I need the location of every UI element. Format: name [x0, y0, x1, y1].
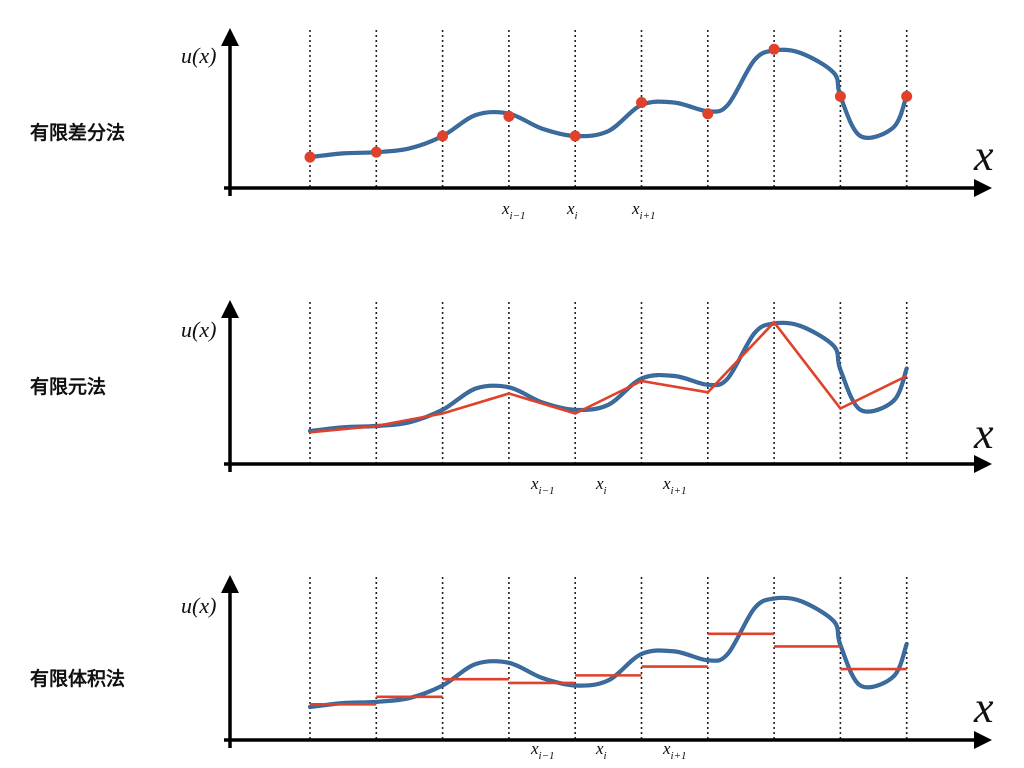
function-curve: [307, 595, 909, 709]
x-axis-label: x: [973, 409, 994, 458]
fd-sample-point: [702, 108, 714, 120]
fd-sample-point: [768, 43, 780, 55]
function-curve: [307, 47, 909, 160]
tick-label: xi+1: [662, 474, 687, 497]
tick-label: xi+1: [631, 199, 656, 222]
y-axis-label: u(x): [181, 317, 216, 342]
x-axis-arrow: [974, 179, 992, 197]
y-axis-arrow: [221, 575, 239, 593]
fd-sample-point: [437, 130, 449, 142]
tick-subscript: i: [575, 210, 578, 222]
fd-sample-point: [370, 146, 382, 158]
tick-label: xi−1: [530, 739, 555, 762]
y-axis-arrow: [221, 300, 239, 318]
x-axis-arrow: [974, 731, 992, 749]
tick-label: xi: [595, 739, 607, 762]
function-curve-texture: [309, 597, 908, 708]
tick-subscript: i+1: [671, 485, 687, 497]
y-axis-label: u(x): [181, 593, 216, 618]
label-finite-volume: 有限体积法: [30, 668, 126, 690]
panel-finite-difference: u(x) x xi−1 xi xi+1: [181, 28, 994, 222]
fd-sample-point: [569, 130, 581, 142]
panel-finite-volume: u(x) x xi−1 xi xi+1: [181, 575, 994, 762]
tick-subscript: i+1: [671, 750, 687, 762]
y-axis-arrow: [221, 28, 239, 46]
tick-subscript: i−1: [539, 485, 555, 497]
x-axis-label: x: [973, 131, 994, 180]
fe-piecewise-linear: [309, 320, 908, 434]
tick-label: xi: [566, 199, 578, 222]
label-finite-difference: 有限差分法: [30, 122, 126, 144]
tick-label: xi: [595, 474, 607, 497]
tick-label: xi−1: [501, 199, 526, 222]
function-curve-texture: [309, 49, 908, 158]
fd-sample-point: [834, 90, 846, 102]
y-axis-label: u(x): [181, 43, 216, 68]
tick-subscript: i−1: [510, 210, 526, 222]
x-axis-arrow: [974, 455, 992, 473]
tick-subscript: i: [604, 485, 607, 497]
tick-subscript: i+1: [640, 210, 656, 222]
tick-label: xi−1: [530, 474, 555, 497]
panel-finite-element: u(x) x xi−1 xi xi+1: [181, 300, 994, 497]
x-axis-label: x: [973, 683, 994, 732]
tick-subscript: i−1: [539, 750, 555, 762]
fd-sample-point: [636, 97, 647, 109]
fd-sample-point: [503, 110, 515, 122]
label-finite-element: 有限元法: [30, 376, 107, 398]
tick-subscript: i: [604, 750, 607, 762]
fd-sample-point: [901, 90, 913, 102]
fd-sample-point: [304, 151, 316, 163]
tick-label: xi+1: [662, 739, 687, 762]
